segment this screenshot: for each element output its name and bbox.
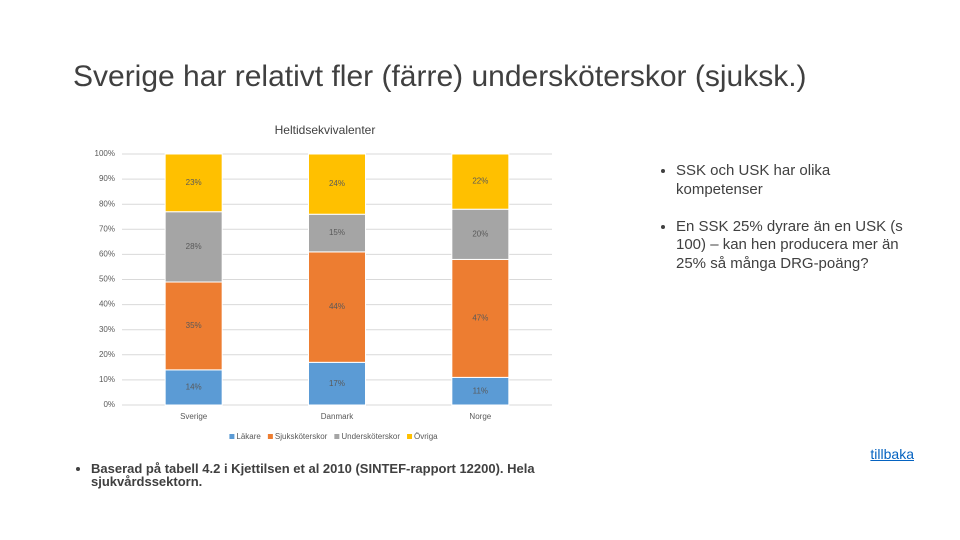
y-tick-label: 100% <box>95 149 115 158</box>
data-label: 47% <box>472 314 488 323</box>
bar-segment <box>164 369 223 406</box>
bullet-list: Baserad på tabell 4.2 i Kjettilsen et al… <box>73 462 543 488</box>
bullet: SSK och USK har olika kompetenser <box>676 162 920 200</box>
y-tick-label: 30% <box>99 325 115 334</box>
bar-segment <box>451 153 510 210</box>
bullet-list: SSK och USK har olika kompetenser En SSK… <box>658 162 920 274</box>
legend-swatch <box>267 434 273 439</box>
y-tick-label: 60% <box>99 250 115 259</box>
data-label: 14% <box>186 383 202 392</box>
bar-segment <box>308 213 366 253</box>
bar-segment <box>164 153 223 213</box>
legend-label: Sjuksköterskor <box>275 432 328 441</box>
legend-label: Undersköterskor <box>341 432 400 441</box>
bar-segment <box>308 361 366 406</box>
data-label: 20% <box>472 229 488 238</box>
back-link[interactable]: tillbaka <box>870 446 914 462</box>
y-tick-label: 0% <box>103 400 115 409</box>
x-tick-label: Sverige <box>180 412 208 421</box>
bullet: Baserad på tabell 4.2 i Kjettilsen et al… <box>91 462 543 488</box>
data-label: 15% <box>329 228 345 237</box>
y-tick-label: 80% <box>99 199 115 208</box>
data-label: 11% <box>473 386 488 395</box>
data-label: 22% <box>472 177 488 186</box>
x-tick-label: Danmark <box>321 412 354 421</box>
bar-segment <box>451 376 510 406</box>
data-label: 44% <box>329 302 345 311</box>
y-tick-label: 90% <box>99 174 115 183</box>
data-label: 17% <box>329 379 345 388</box>
bar-segment <box>308 251 366 363</box>
right-bullets: SSK och USK har olika kompetenser En SSK… <box>658 162 920 292</box>
chart-title: Heltidsekvivalenter <box>275 123 376 137</box>
bar-segment <box>164 211 223 283</box>
y-tick-label: 40% <box>99 300 115 309</box>
footnote: Baserad på tabell 4.2 i Kjettilsen et al… <box>73 462 543 488</box>
legend-swatch <box>334 434 340 439</box>
y-tick-label: 20% <box>99 350 115 359</box>
y-tick-label: 50% <box>99 275 115 284</box>
data-label: 35% <box>186 321 202 330</box>
legend-swatch <box>229 434 235 439</box>
bar-segment <box>451 258 510 378</box>
slide-title: Sverige har relativt fler (färre) unders… <box>73 60 807 93</box>
x-tick-label: Norge <box>469 412 491 421</box>
y-tick-label: 10% <box>99 375 115 384</box>
bar-segment <box>451 208 510 260</box>
data-label: 23% <box>186 178 202 187</box>
legend-swatch <box>407 434 413 439</box>
bullet: En SSK 25% dyrare än en USK (s 100) – ka… <box>676 218 920 274</box>
y-tick-label: 70% <box>99 224 115 233</box>
bar-segment <box>164 281 223 371</box>
legend-label: Läkare <box>236 432 261 441</box>
legend-label: Övriga <box>414 432 438 441</box>
bar-segment <box>308 153 366 215</box>
data-label: 28% <box>186 242 202 251</box>
data-label: 24% <box>329 179 345 188</box>
